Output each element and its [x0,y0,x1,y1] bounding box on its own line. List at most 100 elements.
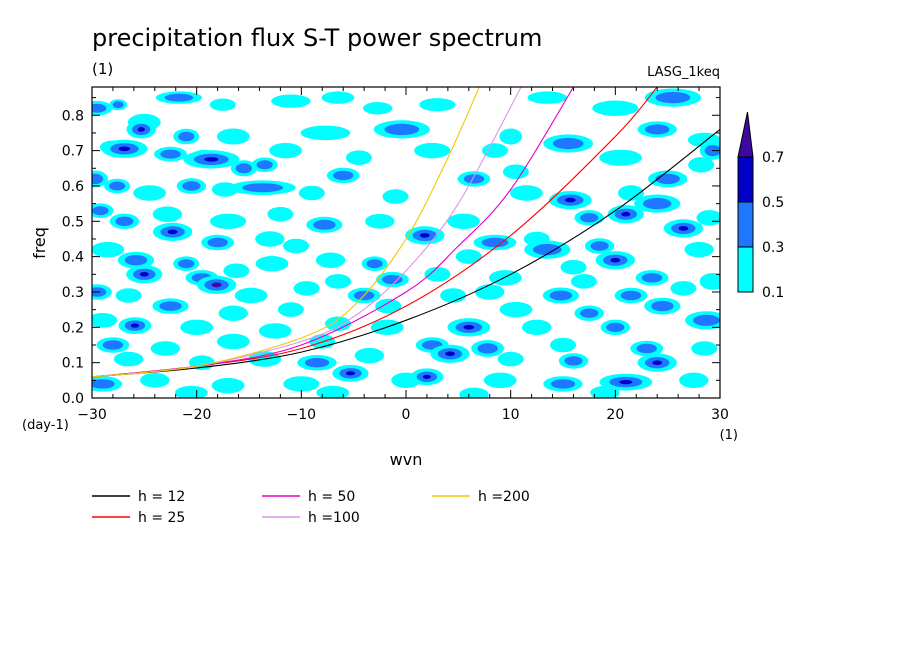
contour-level-2 [118,146,131,152]
power-blob [527,91,567,104]
contour-level-1 [159,301,182,311]
legend-label: h = 50 [308,489,355,505]
contour-level-0 [459,387,489,398]
power-blob [644,88,702,107]
y-tick-label: 0.4 [62,250,84,266]
contour-level-2 [619,380,633,385]
power-blob [216,128,250,145]
contour-level-1 [645,124,670,135]
power-blob [473,234,517,251]
contour-level-0 [210,213,247,229]
power-blob [255,231,285,247]
legend-label: h =200 [478,489,530,505]
contour-level-1 [463,174,485,184]
curve-h-200 [92,87,480,378]
contour-level-1 [655,173,680,185]
power-blob [483,372,517,388]
power-blob [590,385,620,398]
legend-label: h = 25 [138,510,185,526]
power-blob [685,311,720,330]
contour-level-2 [346,371,355,376]
power-blob [150,341,180,356]
contour-level-1 [620,290,642,301]
contour-level-0 [375,298,402,314]
contour-level-0 [527,91,567,104]
x-tick-label: 0 [402,407,411,423]
y-tick-label: 0.0 [62,391,84,407]
power-blob [92,170,109,188]
contour-level-0 [92,241,125,258]
contour-level-1 [564,356,583,366]
contour-level-1 [382,274,403,285]
contour-level-2 [139,272,149,277]
contour-level-0 [670,281,697,296]
power-blob [117,251,155,269]
power-blob [648,170,688,188]
contour-level-2 [204,157,219,162]
power-blob [126,265,163,284]
power-blob [201,234,235,251]
power-blob [560,259,587,275]
power-blob [548,191,592,210]
power-blob [363,102,393,115]
power-blob [644,297,681,315]
power-blob [210,213,247,229]
contour-level-0 [300,125,351,141]
power-blob [321,91,355,104]
contour-level-0 [223,263,250,279]
power-blob [92,100,112,116]
contour-level-1 [178,259,195,269]
power-blob [455,249,482,264]
contour-level-0 [140,373,170,388]
power-blob [332,364,369,382]
contour-level-0 [475,284,505,300]
power-blob [126,120,156,139]
power-blob [92,313,118,328]
power-blob [543,134,593,153]
colorbar-label: 0.1 [762,285,784,301]
contour-level-1 [590,241,609,251]
contour-level-0 [345,150,372,165]
power-blob [499,301,533,318]
colorbar-label: 0.5 [762,195,784,211]
y-axis-label: freq [30,227,49,259]
power-blob [173,256,200,272]
power-blob [414,142,451,159]
contour-level-0 [363,102,393,115]
power-blob [558,353,589,369]
power-blob [293,281,320,296]
y-tick-label: 0.8 [62,108,84,124]
y-tick-label: 0.1 [62,356,84,372]
contour-level-0 [522,319,552,335]
contour-level-0 [216,128,250,145]
legend: h = 12 h = 25 h = 50 h =100 h =200 [92,489,530,526]
contour-level-2 [445,351,455,357]
plot-area [92,87,720,398]
power-blob [375,298,402,314]
power-blob [229,180,296,195]
contour-level-0 [354,347,385,364]
contour-level-0 [560,259,587,275]
contour-level-0 [688,157,715,173]
power-blob [154,146,187,162]
contour-level-2 [130,323,139,328]
contour-level-1 [92,103,107,113]
colorbar: 0.1 0.3 0.5 0.7 [737,111,784,301]
power-blob [209,98,236,111]
power-blob [113,351,144,367]
contour-level-0 [293,281,320,296]
x-tick-label: 20 [606,407,624,423]
contour-level-0 [258,323,292,339]
power-blob [457,171,491,187]
contour-level-0 [424,267,451,282]
contour-level-0 [684,241,714,258]
power-blob [691,341,718,356]
power-blob [345,150,372,165]
contour-level-2 [419,233,430,238]
power-blob [574,305,604,321]
power-blob [430,344,470,363]
curve-h-12 [92,128,720,378]
contour-level-2 [610,257,621,263]
power-blob [115,288,142,303]
contour-level-1 [477,343,498,354]
